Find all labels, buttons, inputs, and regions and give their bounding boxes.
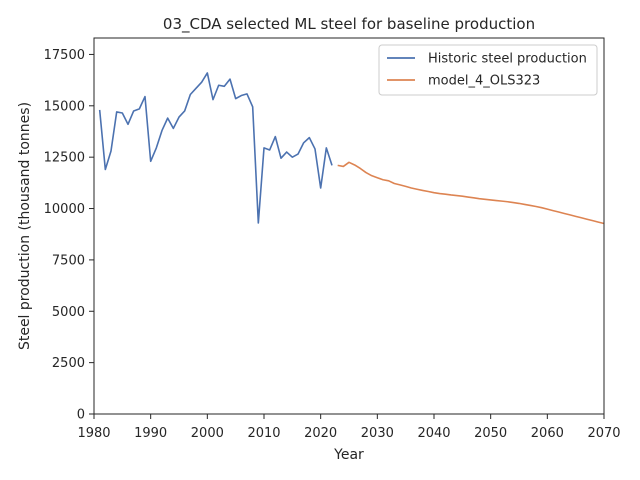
series-line-2 (337, 161, 605, 225)
x-tick-label: 2050 (474, 426, 507, 441)
y-tick-label: 17500 (44, 48, 85, 63)
series-line-1 (98, 72, 333, 224)
x-tick-label: 2040 (417, 426, 450, 441)
plot-frame (93, 37, 605, 415)
x-axis-label: Year (333, 447, 364, 463)
y-tick-label: 5000 (52, 305, 85, 320)
x-tick-label: 2060 (531, 426, 564, 441)
chart-title: 03_CDA selected ML steel for baseline pr… (163, 15, 535, 34)
x-tick-label: 2010 (247, 426, 280, 441)
x-tick-label: 1980 (77, 426, 110, 441)
x-tick-label: 1990 (134, 426, 167, 441)
legend-box (378, 44, 598, 96)
y-axis: 0 2500 5000 7500 10000 12500 15000 17500 (44, 48, 94, 423)
legend-entry-1: Historic steel production (428, 52, 587, 67)
x-tick-label: 2020 (304, 426, 337, 441)
y-tick-label: 15000 (44, 99, 85, 114)
x-tick-label: 2030 (361, 426, 394, 441)
legend: Historic steel production model_4_OLS323 (378, 44, 598, 96)
x-tick-label: 2070 (587, 426, 620, 441)
y-tick-label: 7500 (52, 253, 85, 268)
x-tick-label: 2000 (191, 426, 224, 441)
y-axis-label: Steel production (thousand tonnes) (17, 102, 33, 350)
y-tick-label: 0 (77, 408, 85, 423)
y-tick-label: 12500 (44, 151, 85, 166)
plot-marks (98, 72, 605, 225)
y-tick-label: 10000 (44, 202, 85, 217)
legend-entry-2: model_4_OLS323 (428, 74, 540, 89)
x-axis: 1980 1990 2000 2010 2020 2030 2040 2050 2060 2070 (77, 414, 621, 441)
y-tick-label: 2500 (52, 356, 85, 371)
